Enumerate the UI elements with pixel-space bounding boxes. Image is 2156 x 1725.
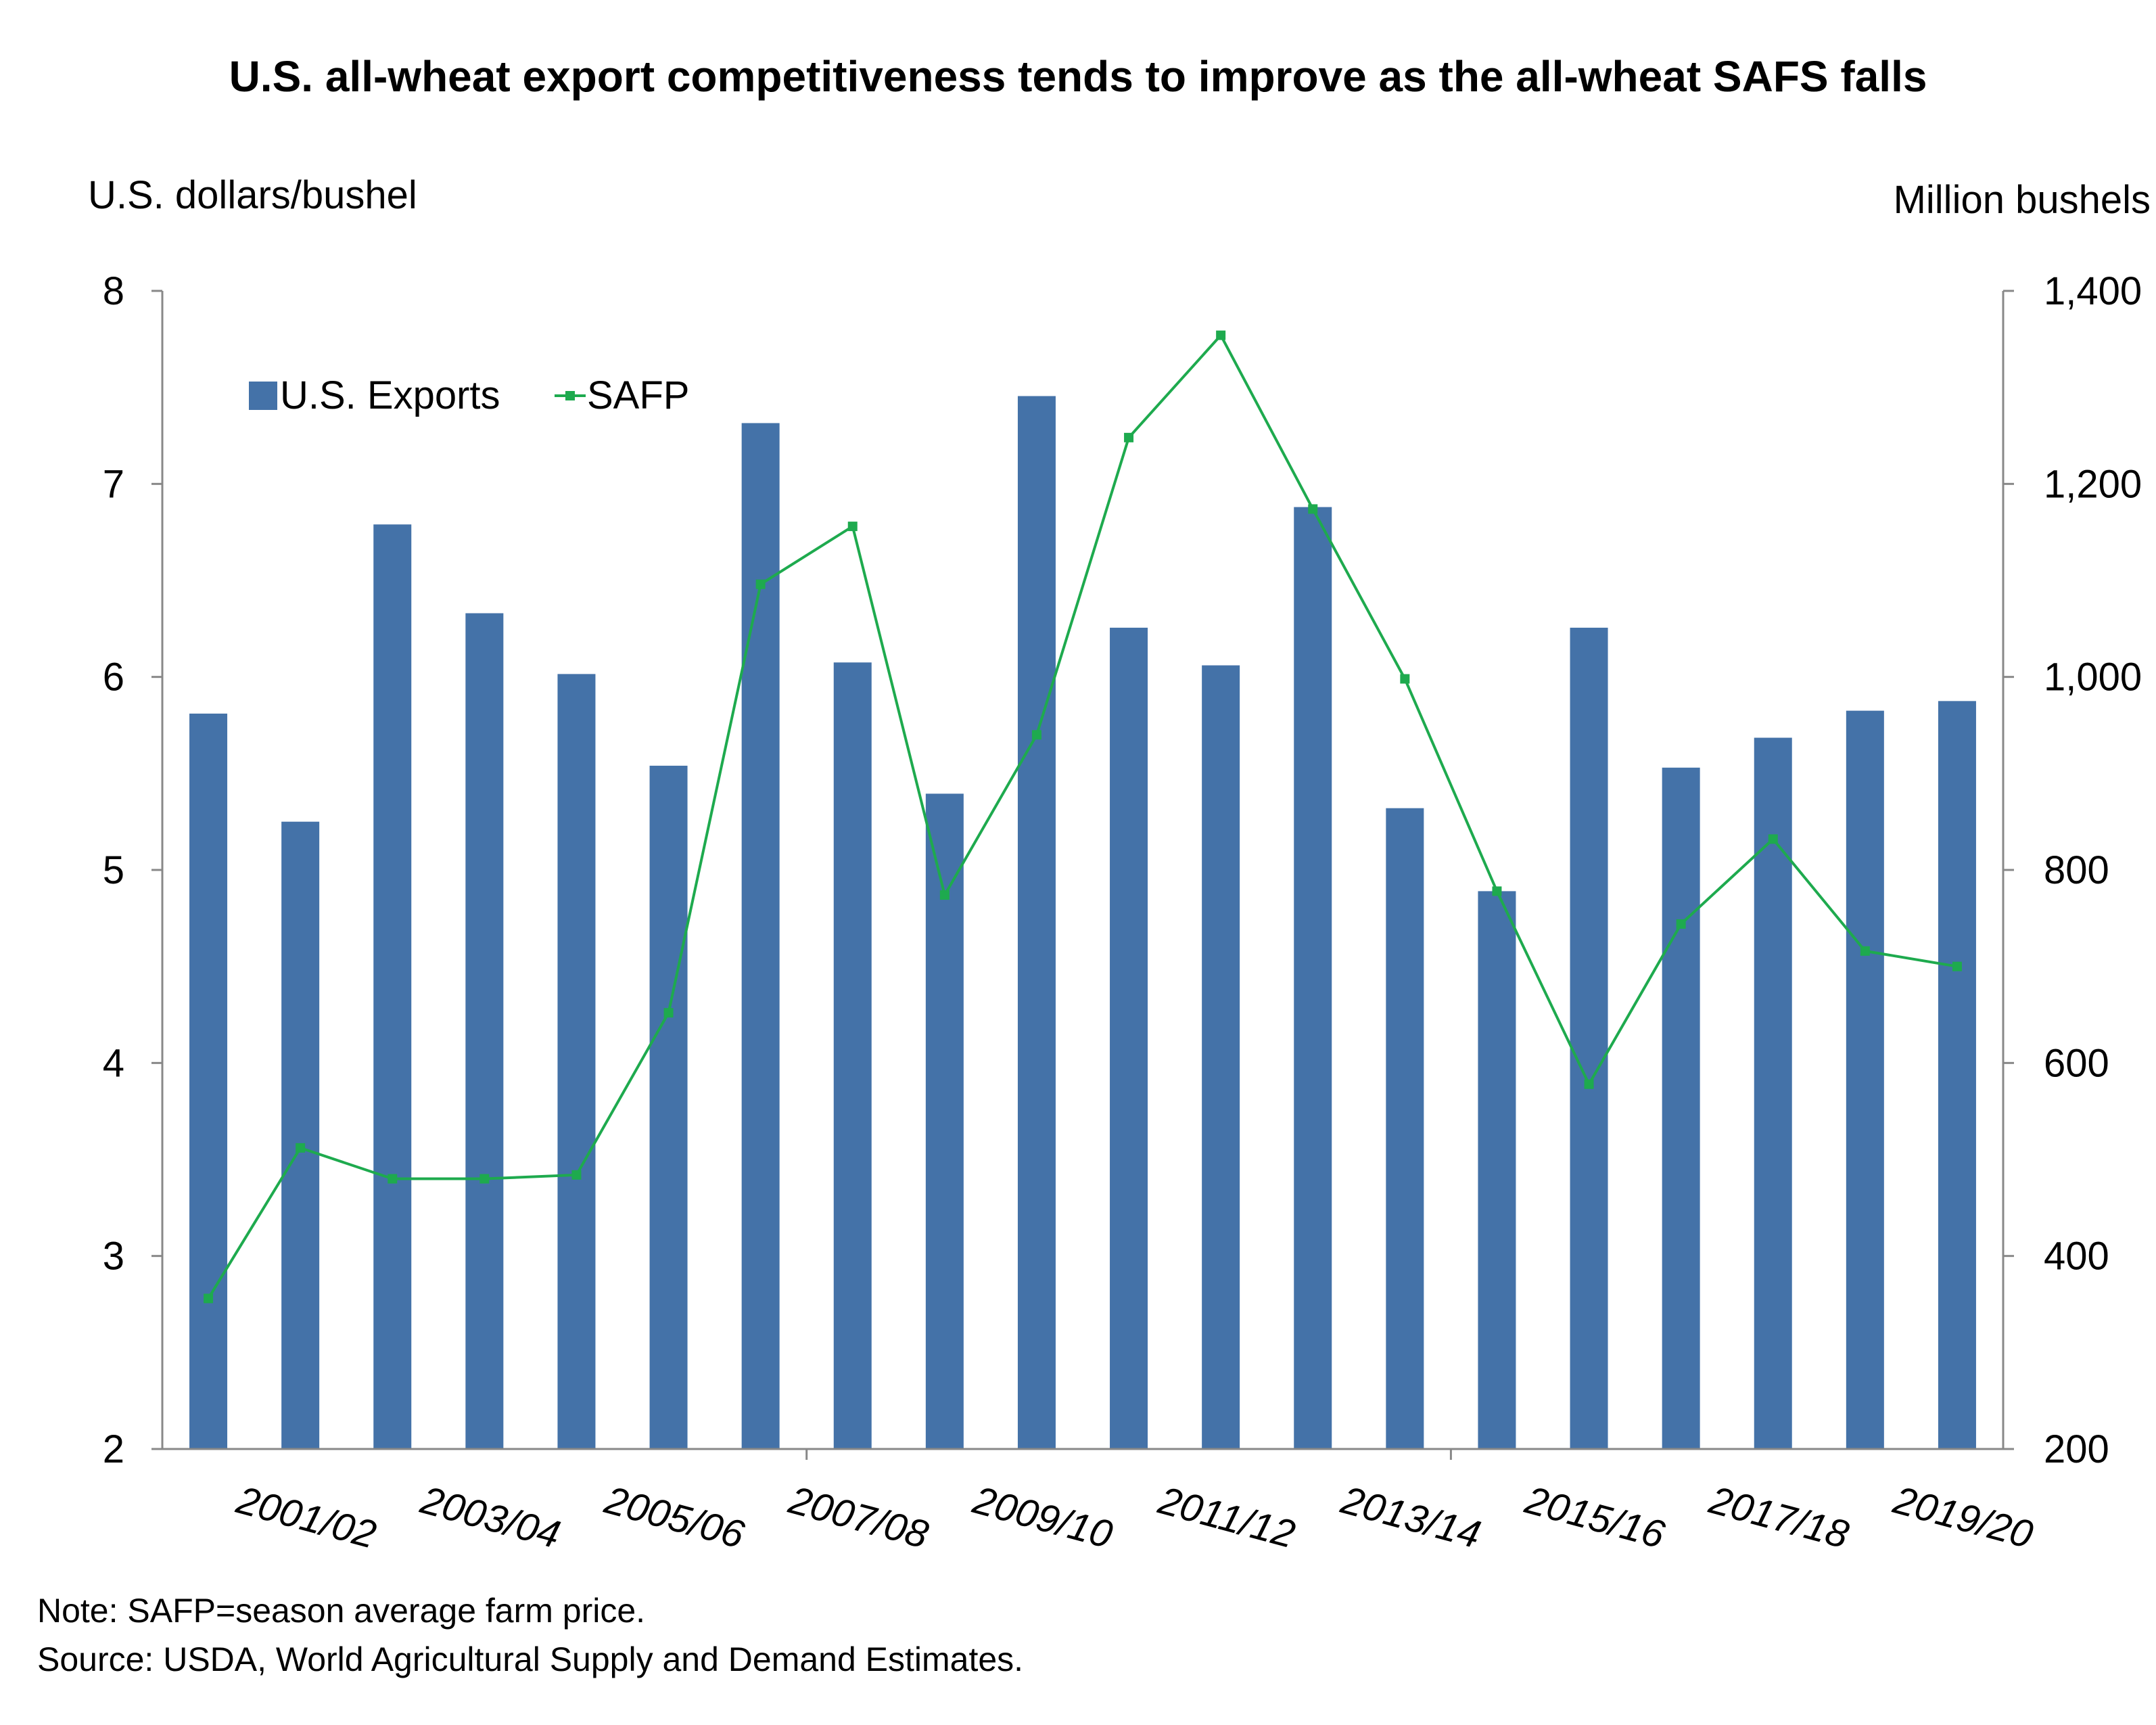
bar-exports-2010/11 — [1017, 396, 1056, 1450]
left-tick-label: 7 — [103, 462, 124, 506]
safp-point-2013/14 — [1308, 504, 1318, 514]
bar-exports-2018/19 — [1754, 737, 1792, 1449]
chart-source: Source: USDA, World Agricultural Supply … — [37, 1640, 1023, 1678]
right-tick-label: 1,400 — [2044, 269, 2142, 313]
bar-exports-2016/17 — [1570, 627, 1608, 1449]
safp-point-2011/12 — [1124, 432, 1134, 442]
x-tick-labels: 2001/02 2003/04 2005/06 2007/08 2009/10 2011/… — [231, 1477, 2037, 1557]
bar-exports-2006/07 — [649, 765, 688, 1449]
left-tick-label: 6 — [103, 656, 124, 699]
bar-exports-2001/02 — [189, 713, 228, 1449]
left-tick-label: 5 — [103, 848, 124, 892]
bar-exports-2008/09 — [833, 662, 872, 1450]
safp-point-2001/02 — [204, 1293, 214, 1304]
safp-point-2020/21 — [1952, 961, 1962, 971]
safp-point-2006/07 — [663, 1008, 674, 1018]
safp-point-2018/19 — [1768, 834, 1778, 844]
right-tick-labels: 1,400 1,200 1,000 800 600 400 200 — [2044, 269, 2142, 1471]
bar-exports-2004/05 — [465, 613, 504, 1450]
x-tick-label: 2013/14 — [1336, 1477, 1485, 1557]
left-tick-label: 8 — [103, 269, 124, 313]
safp-point-2002/03 — [296, 1143, 306, 1153]
x-tick-label: 2001/02 — [231, 1477, 380, 1557]
bar-exports-2017/18 — [1662, 767, 1700, 1449]
legend-label-safp: SAFP — [587, 373, 690, 417]
right-axis-unit-label: Million bushels — [1894, 178, 2151, 222]
left-tick-label: 4 — [103, 1041, 124, 1085]
x-tick-label: 2005/06 — [600, 1477, 749, 1557]
right-tick-label: 400 — [2044, 1235, 2109, 1279]
bar-exports-2011/12 — [1110, 627, 1148, 1449]
x-tick-label: 2015/16 — [1520, 1477, 1670, 1557]
bar-exports-2013/14 — [1294, 507, 1332, 1450]
chart-title: U.S. all-wheat export competitiveness te… — [229, 52, 1927, 101]
bar-exports-2009/10 — [925, 794, 964, 1449]
left-tick-labels: 8 7 6 5 4 3 2 — [103, 269, 124, 1471]
x-tick-label: 2003/04 — [416, 1477, 565, 1557]
right-tick-label: 600 — [2044, 1041, 2109, 1085]
exports-bars — [189, 396, 1976, 1450]
safp-line — [207, 333, 1958, 1300]
legend-swatch-exports — [249, 382, 277, 410]
right-tick-label: 800 — [2044, 848, 2109, 892]
bar-exports-2002/03 — [281, 821, 320, 1449]
chart-note: Note: SAFP=season average farm price. — [37, 1592, 645, 1630]
right-tick-label: 1,000 — [2044, 656, 2142, 699]
left-tick-label: 3 — [103, 1235, 124, 1279]
safp-point-2009/10 — [939, 890, 950, 900]
legend: U.S. Exports SAFP — [249, 373, 690, 417]
safp-point-2016/17 — [1584, 1079, 1594, 1089]
right-tick-label: 1,200 — [2044, 462, 2142, 506]
legend-marker-safp — [565, 391, 575, 400]
safp-point-2008/09 — [847, 522, 858, 532]
x-tick-label: 2009/10 — [968, 1477, 1117, 1557]
safp-point-2019/20 — [1860, 946, 1870, 956]
safp-point-2014/15 — [1400, 674, 1410, 684]
left-axis-unit-label: U.S. dollars/bushel — [88, 173, 417, 217]
x-tick-label: 2011/12 — [1154, 1478, 1300, 1557]
x-tick-label: 2017/18 — [1704, 1477, 1853, 1557]
safp-point-2005/06 — [571, 1170, 582, 1180]
x-tick-label: 2007/08 — [784, 1477, 933, 1557]
bar-exports-2005/06 — [557, 674, 596, 1449]
safp-point-2003/04 — [388, 1174, 398, 1184]
axes — [151, 290, 2014, 1460]
safp-point-2004/05 — [479, 1174, 490, 1184]
bar-exports-2012/13 — [1202, 665, 1240, 1450]
bar-exports-2007/08 — [741, 423, 780, 1449]
safp-point-2010/11 — [1031, 730, 1041, 740]
bar-exports-2014/15 — [1386, 808, 1424, 1449]
bar-exports-2015/16 — [1478, 891, 1516, 1449]
safp-point-2015/16 — [1492, 886, 1502, 896]
left-tick-label: 2 — [103, 1427, 124, 1471]
legend-label-exports: U.S. Exports — [280, 373, 500, 417]
right-tick-label: 200 — [2044, 1427, 2109, 1471]
safp-point-2007/08 — [755, 579, 766, 589]
bar-exports-2003/04 — [373, 524, 412, 1449]
safp-point-2012/13 — [1216, 330, 1226, 340]
safp-point-2017/18 — [1676, 919, 1686, 929]
x-tick-label: 2019/20 — [1888, 1477, 2037, 1557]
bar-exports-2019/20 — [1846, 710, 1884, 1449]
bar-exports-2020/21 — [1938, 701, 1976, 1449]
safp-series — [204, 330, 1962, 1304]
